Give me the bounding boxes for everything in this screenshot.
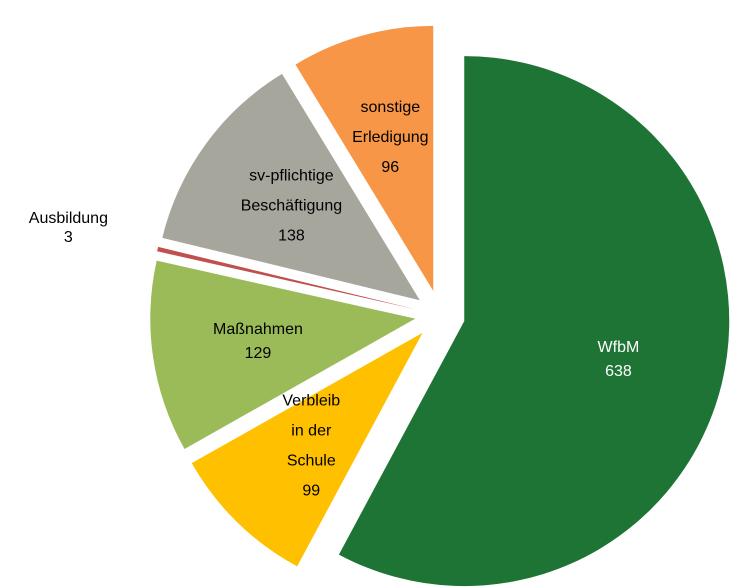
slice-label: Ausbildung <box>29 210 108 227</box>
slice-value: 138 <box>278 228 305 245</box>
slice-label: sonstige <box>361 99 421 116</box>
slice-label: Erledigung <box>352 129 429 146</box>
pie-slice <box>150 260 416 449</box>
slice-label: sv-pflichtige <box>249 168 334 185</box>
slice-value: 129 <box>245 345 272 362</box>
slice-value: 99 <box>302 483 320 500</box>
slice-value: 3 <box>64 229 73 246</box>
slice-label: Beschäftigung <box>241 198 342 215</box>
slice-value: 96 <box>381 159 399 176</box>
pie-slice <box>191 332 423 567</box>
slice-label: in der <box>291 423 332 440</box>
slice-label: Verbleib <box>282 393 340 410</box>
slice-label: Maßnahmen <box>213 321 303 338</box>
pie-slice <box>162 73 420 301</box>
slice-label: WfbM <box>598 339 640 356</box>
pie-slice <box>295 25 434 291</box>
slice-value: 638 <box>605 363 632 380</box>
slice-label: Schule <box>287 453 336 470</box>
pie-slice <box>338 56 730 587</box>
pie-slice <box>157 246 416 310</box>
